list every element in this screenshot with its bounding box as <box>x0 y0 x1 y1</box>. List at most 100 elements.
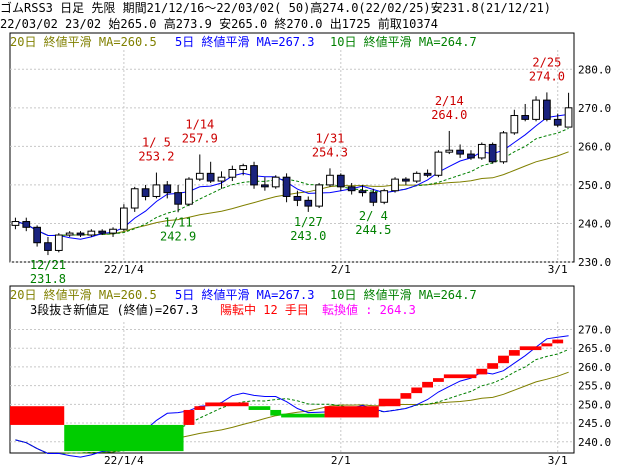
price-ma5-line <box>15 113 569 240</box>
candle-body <box>261 184 269 188</box>
break-y-tick-label: 265.0 <box>578 342 611 355</box>
break-info-text: 転換値 : 264.3 <box>322 302 416 317</box>
price-annotation: 257.9 <box>182 131 218 145</box>
candle-body <box>293 195 302 201</box>
break-brick <box>476 368 488 375</box>
price-y-tick-label: 240.0 <box>578 217 611 230</box>
candle-body <box>87 230 96 236</box>
price-legend-entry: 5日 終値平滑 MA=267.3 <box>175 34 314 49</box>
candle-body <box>141 188 150 197</box>
candle-body <box>65 232 74 236</box>
price-annotation: 244.5 <box>355 223 391 237</box>
break-x-tick-label: 3/1 <box>548 454 568 467</box>
price-annotation: 242.9 <box>160 229 196 243</box>
candle-body <box>477 143 486 159</box>
break-y-tick-label: 260.0 <box>578 361 611 374</box>
break-brick <box>508 350 520 356</box>
price-annotation: 1/ 5 <box>142 136 171 150</box>
candle-body <box>282 176 291 197</box>
candle-body <box>532 99 540 120</box>
candle-body <box>445 149 454 153</box>
candle-body <box>358 190 367 194</box>
candle-body <box>228 168 237 178</box>
candle-body <box>564 107 573 128</box>
price-annotation: 253.2 <box>138 150 174 164</box>
price-annotation: 2/14 <box>435 94 464 108</box>
break-brick <box>487 363 499 369</box>
candle-body <box>120 207 128 230</box>
break-brick <box>183 409 195 425</box>
candle-body <box>488 143 497 163</box>
candle-body <box>109 228 117 234</box>
candle-body <box>315 184 323 207</box>
price-y-tick-label: 230.0 <box>578 256 611 269</box>
candle-body <box>304 199 313 207</box>
price-annotation: 254.3 <box>312 145 348 159</box>
price-annotation: 274.0 <box>529 69 565 83</box>
candle-body <box>326 174 334 186</box>
candle-body <box>423 172 432 176</box>
candle-body <box>380 190 389 203</box>
break-legend-entry: 10日 終値平滑 MA=264.7 <box>330 287 477 302</box>
candle-body <box>76 232 85 236</box>
price-annotation: 1/14 <box>185 117 214 131</box>
break-brick <box>552 339 564 344</box>
candle-body <box>239 165 248 170</box>
candle-body <box>336 174 345 188</box>
candle-body <box>510 115 519 134</box>
price-x-tick-label: 2/1 <box>331 263 351 276</box>
break-brick <box>10 406 65 425</box>
candle-body <box>391 178 399 192</box>
price-y-tick-label: 270.0 <box>578 102 611 115</box>
candle-body <box>250 165 258 186</box>
break-brick <box>194 406 206 410</box>
candle-body <box>152 184 161 197</box>
candle-body <box>369 192 378 203</box>
break-brick <box>205 402 249 407</box>
candle-body <box>195 172 204 180</box>
break-legend-entry: 5日 終値平滑 MA=267.3 <box>175 287 314 302</box>
candle-body <box>163 184 172 194</box>
candle-body <box>11 221 20 226</box>
price-annotation: 1/11 <box>164 215 193 229</box>
candle-body <box>174 192 182 205</box>
break-info-text: 3段抜き新値足 (終値)=267.3 <box>30 302 198 317</box>
price-y-tick-label: 280.0 <box>578 63 611 76</box>
break-brick <box>324 406 379 418</box>
price-annotation: 12/21 <box>30 258 66 272</box>
chart-title: ゴムRSS3 日足 先限 期間21/12/16～22/03/02( 50)高27… <box>0 0 624 16</box>
break-brick <box>422 381 433 388</box>
candle-body <box>402 178 410 182</box>
break-y-tick-label: 255.0 <box>578 380 611 393</box>
price-legend-entry: 20日 終値平滑 MA=260.5 <box>10 34 157 49</box>
price-annotation: 1/31 <box>316 131 345 145</box>
candle-body <box>521 115 530 120</box>
break-info-text: 陽転中 12 手目 <box>220 302 309 317</box>
break-brick <box>519 346 542 351</box>
candle-body <box>434 151 443 176</box>
break-x-tick-label: 2/1 <box>331 454 351 467</box>
price-annotation: 2/ 4 <box>359 209 388 223</box>
candle-body <box>185 178 193 205</box>
price-annotation: 264.0 <box>431 108 467 122</box>
break-brick <box>411 387 423 394</box>
price-annotation: 2/25 <box>532 55 561 69</box>
candle-body <box>98 230 107 234</box>
break-brick <box>400 393 412 399</box>
price-y-tick-label: 260.0 <box>578 140 611 153</box>
candle-body <box>543 99 551 120</box>
break-brick <box>498 355 509 364</box>
candle-body <box>22 221 31 228</box>
candle-body <box>54 234 63 251</box>
candle-body <box>499 132 508 163</box>
break-y-tick-label: 270.0 <box>578 323 611 336</box>
break-x-tick-label: 22/1/4 <box>104 454 144 467</box>
candle-body <box>553 118 562 126</box>
price-x-tick-label: 22/1/4 <box>104 263 144 276</box>
price-legend-entry: 10日 終値平滑 MA=264.7 <box>330 34 477 49</box>
break-brick <box>378 398 401 407</box>
break-brick <box>64 424 184 452</box>
break-brick <box>433 378 444 382</box>
price-y-tick-label: 250.0 <box>578 179 611 192</box>
